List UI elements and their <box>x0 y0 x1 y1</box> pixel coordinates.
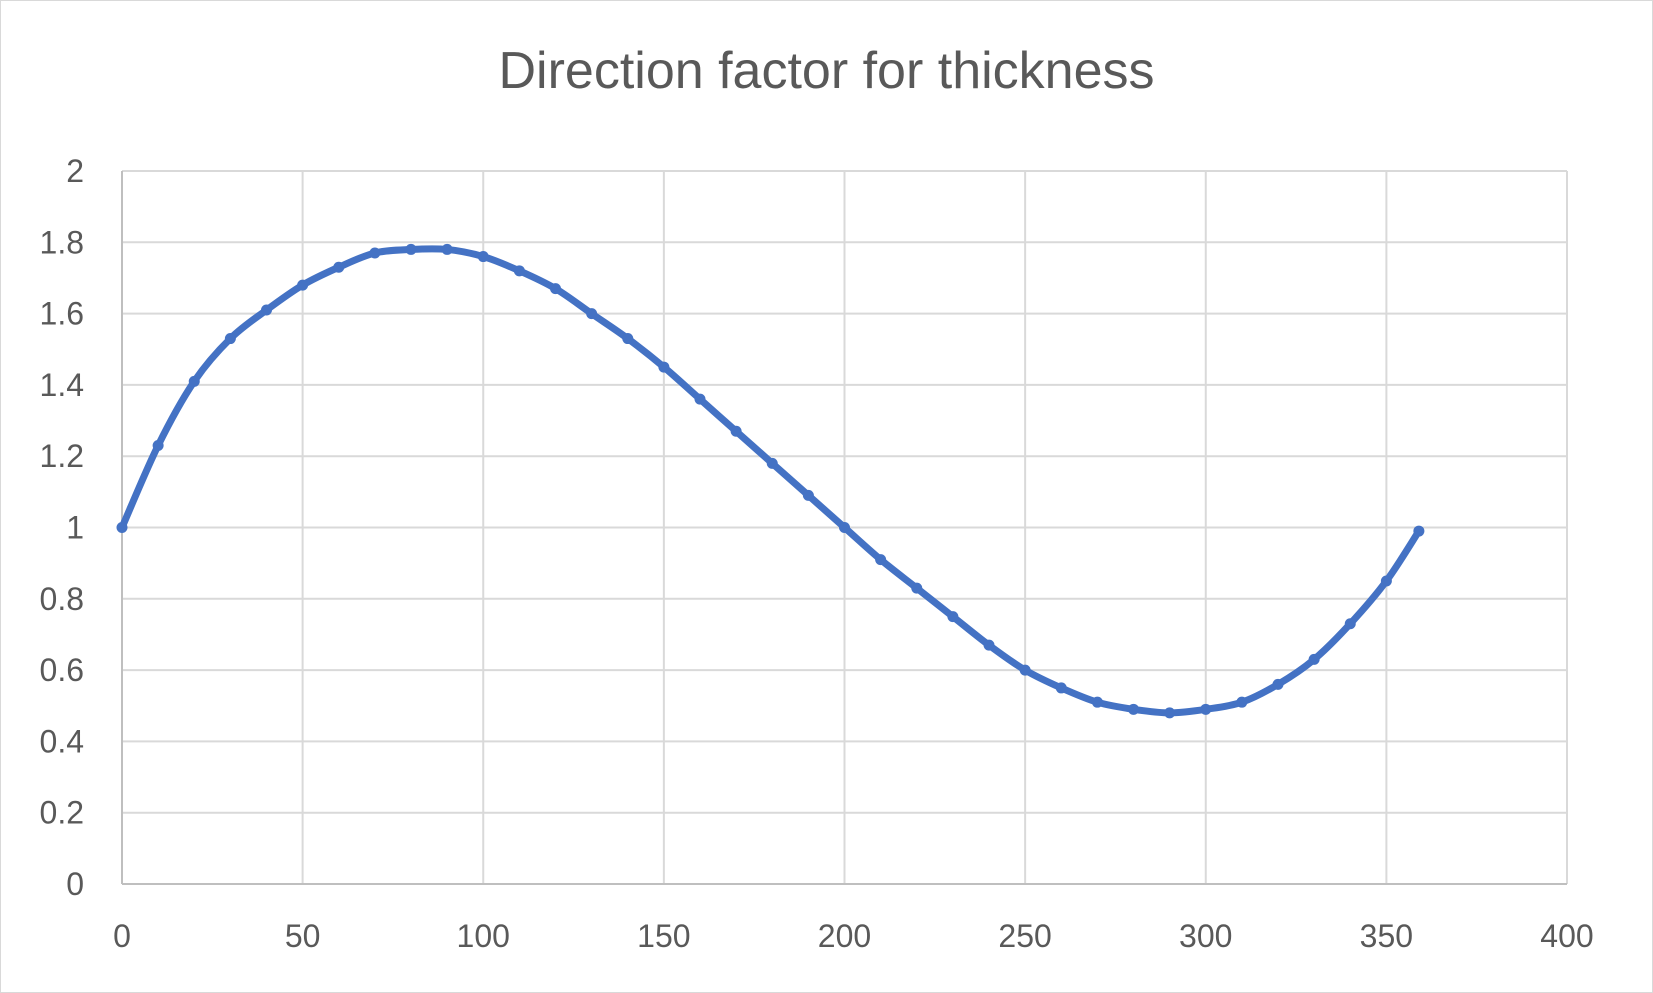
data-point <box>297 279 309 291</box>
data-point <box>1272 678 1284 690</box>
data-point <box>369 247 381 259</box>
data-point <box>1344 618 1356 630</box>
x-tick-label: 250 <box>998 918 1051 954</box>
x-tick-label: 200 <box>818 918 871 954</box>
data-point <box>1236 696 1248 708</box>
data-point <box>513 265 525 277</box>
data-point <box>550 283 561 295</box>
data-point <box>911 582 923 594</box>
data-point <box>586 308 598 320</box>
x-tick-label: 350 <box>1360 918 1413 954</box>
series-line <box>118 245 1423 717</box>
data-point <box>622 333 634 345</box>
y-tick-label: 0.6 <box>40 652 84 688</box>
data-point <box>839 522 850 533</box>
data-point <box>1380 575 1392 587</box>
data-point <box>333 261 345 273</box>
data-point <box>983 639 995 651</box>
data-point <box>730 425 742 437</box>
grid-layer <box>122 170 1568 884</box>
x-tick-label: 50 <box>285 918 321 954</box>
data-point <box>802 489 814 501</box>
data-point <box>188 375 200 387</box>
tick-label-layer: 0 0.2 0.4 0.6 0.8 1 1.2 1.4 1.6 1.8 2 0 50 100 150 200 2… <box>40 153 1594 954</box>
y-tick-label: 0 <box>66 866 84 902</box>
data-point <box>152 440 164 452</box>
chart-title: Direction factor for thickness <box>498 42 1155 100</box>
y-tick-label: 0.4 <box>40 723 84 759</box>
data-point <box>947 611 959 623</box>
y-tick-label: 1.6 <box>40 296 84 332</box>
y-tick-label: 1.2 <box>40 438 84 474</box>
y-tick-label: 2 <box>66 153 84 189</box>
y-tick-label: 0.2 <box>40 795 84 831</box>
series-layer <box>116 243 1425 719</box>
data-point <box>766 457 778 469</box>
data-point <box>694 393 706 405</box>
x-tick-label: 150 <box>637 918 690 954</box>
data-point <box>405 243 417 255</box>
data-point <box>1128 703 1139 715</box>
data-point <box>477 251 489 263</box>
data-point <box>1091 696 1103 708</box>
data-point <box>875 554 887 566</box>
data-point <box>1308 653 1320 665</box>
y-tick-label: 1.8 <box>40 224 84 260</box>
x-tick-label: 400 <box>1540 918 1593 954</box>
x-tick-label: 100 <box>457 918 510 954</box>
y-tick-label: 1 <box>66 510 84 546</box>
data-point <box>658 361 670 373</box>
data-point <box>116 522 128 533</box>
data-point <box>224 333 236 345</box>
data-point <box>1200 703 1212 715</box>
data-point <box>1019 664 1031 676</box>
data-point <box>1413 525 1425 537</box>
data-point <box>261 304 272 316</box>
data-point <box>1164 707 1176 719</box>
x-tick-label: 0 <box>113 918 131 954</box>
y-tick-label: 0.8 <box>40 581 84 617</box>
x-tick-label: 300 <box>1179 918 1232 954</box>
data-point <box>1055 682 1067 694</box>
data-point <box>441 243 453 255</box>
y-tick-label: 1.4 <box>40 367 84 403</box>
